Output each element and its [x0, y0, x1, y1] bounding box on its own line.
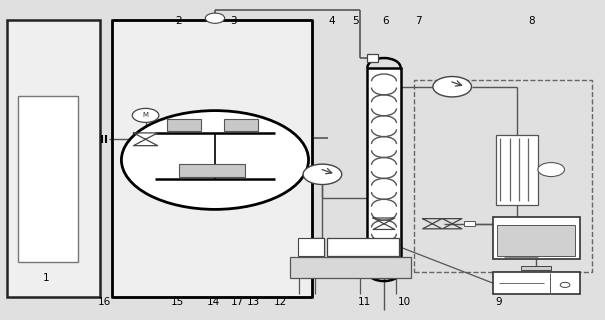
Circle shape [205, 13, 224, 23]
Bar [497, 225, 575, 256]
Text: 17: 17 [231, 297, 244, 307]
Bar [7, 20, 100, 297]
Text: 14: 14 [206, 297, 220, 307]
Text: M: M [143, 112, 149, 118]
Bar [18, 96, 78, 262]
Text: 1: 1 [43, 273, 49, 283]
Bar [178, 164, 245, 177]
Circle shape [433, 76, 471, 97]
Text: 12: 12 [273, 297, 287, 307]
Text: 2: 2 [175, 16, 182, 27]
Text: 11: 11 [358, 297, 371, 307]
Circle shape [122, 111, 309, 209]
Circle shape [303, 164, 342, 185]
Text: 8: 8 [529, 16, 535, 27]
Circle shape [132, 108, 159, 123]
Bar [290, 257, 411, 278]
Text: 9: 9 [495, 297, 502, 307]
Bar [113, 20, 312, 297]
Bar [464, 221, 475, 226]
Text: 16: 16 [98, 297, 111, 307]
Circle shape [560, 282, 570, 287]
Bar [492, 217, 580, 259]
Bar [414, 80, 592, 271]
Text: 15: 15 [171, 297, 184, 307]
Text: 13: 13 [246, 297, 260, 307]
Text: 10: 10 [397, 297, 410, 307]
Text: 5: 5 [352, 16, 359, 27]
Bar [298, 238, 324, 256]
Bar [492, 272, 580, 294]
Bar [224, 119, 258, 131]
Bar [495, 134, 538, 204]
Text: 4: 4 [328, 16, 335, 27]
Circle shape [538, 163, 564, 177]
Bar [367, 54, 378, 62]
Bar [327, 238, 399, 256]
Bar [521, 266, 551, 270]
Bar [167, 119, 201, 131]
Text: 6: 6 [382, 16, 389, 27]
Text: 7: 7 [415, 16, 422, 27]
Bar [367, 68, 401, 271]
Text: 3: 3 [230, 16, 237, 27]
